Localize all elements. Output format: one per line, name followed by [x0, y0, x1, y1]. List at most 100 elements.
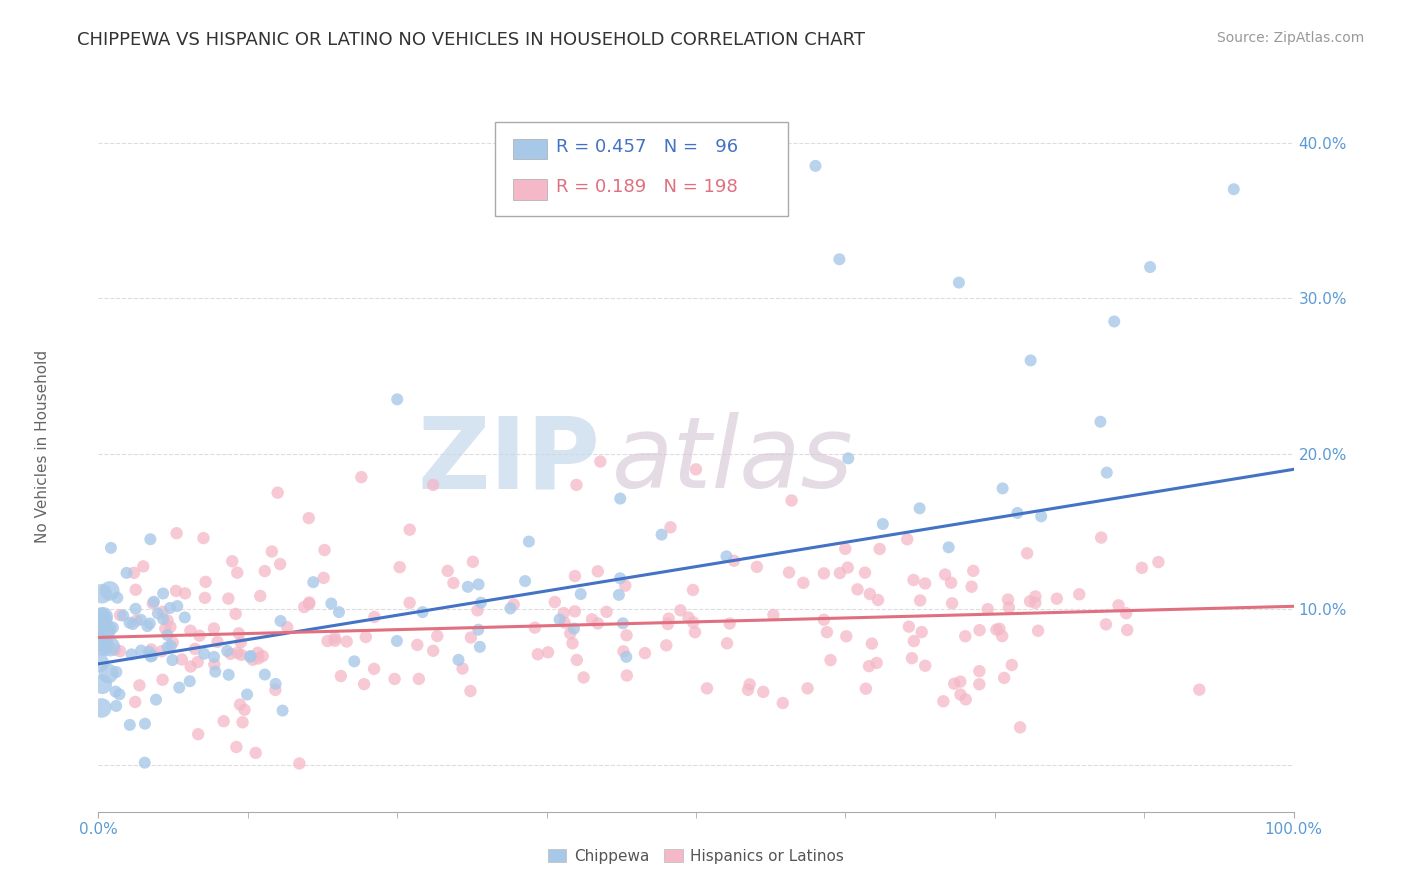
Point	[236, 688, 259, 702]
Point	[179, 624, 201, 638]
Point	[934, 567, 956, 582]
Point	[343, 654, 366, 668]
Point	[553, 606, 575, 620]
Point	[612, 644, 634, 658]
Point	[499, 601, 522, 615]
Point	[121, 648, 143, 662]
Point	[187, 727, 209, 741]
Point	[772, 696, 794, 710]
Point	[141, 648, 163, 663]
Point	[247, 651, 270, 665]
Text: R = 0.457   N =   96: R = 0.457 N = 96	[557, 138, 738, 156]
Point	[125, 614, 148, 628]
Point	[436, 564, 458, 578]
Point	[468, 640, 491, 654]
Point	[108, 644, 131, 658]
Point	[142, 596, 165, 610]
Point	[91, 587, 114, 601]
Point	[406, 638, 429, 652]
Point	[353, 677, 375, 691]
Point	[1046, 591, 1069, 606]
Point	[167, 681, 190, 695]
Point	[941, 596, 963, 610]
Point	[124, 602, 146, 616]
Point	[1019, 353, 1042, 368]
Point	[129, 643, 152, 657]
Point	[612, 616, 634, 631]
Point	[93, 636, 115, 650]
Point	[1104, 314, 1126, 328]
Point	[614, 649, 637, 664]
Point	[246, 646, 269, 660]
Point	[156, 628, 179, 642]
Point	[991, 482, 1014, 496]
Point	[134, 716, 156, 731]
Point	[159, 620, 181, 634]
Point	[174, 586, 197, 600]
Point	[460, 631, 482, 645]
Point	[718, 616, 741, 631]
Point	[467, 623, 489, 637]
Point	[908, 593, 931, 607]
Point	[146, 607, 169, 621]
Point	[125, 582, 148, 597]
Point	[165, 583, 187, 598]
Point	[385, 634, 408, 648]
Point	[939, 575, 962, 590]
Point	[467, 603, 489, 617]
Point	[150, 644, 173, 658]
Point	[564, 569, 586, 583]
Point	[616, 668, 638, 682]
Point	[314, 543, 336, 558]
Point	[180, 659, 202, 673]
Point	[194, 591, 217, 605]
Point	[828, 566, 851, 580]
Point	[229, 635, 252, 649]
Point	[658, 612, 681, 626]
Point	[408, 672, 430, 686]
Text: No Vehicles in Household: No Vehicles in Household	[35, 350, 49, 542]
Point	[949, 688, 972, 702]
Point	[589, 454, 612, 468]
Point	[835, 629, 858, 643]
Point	[152, 605, 174, 619]
Point	[997, 592, 1019, 607]
Point	[614, 579, 637, 593]
Point	[948, 276, 970, 290]
Point	[457, 580, 479, 594]
Point	[976, 602, 998, 616]
Point	[228, 626, 250, 640]
Point	[202, 622, 225, 636]
Point	[139, 616, 162, 631]
Point	[156, 614, 179, 628]
Point	[1007, 506, 1029, 520]
Point	[249, 589, 271, 603]
Text: ZIP: ZIP	[418, 412, 600, 509]
Point	[239, 648, 262, 663]
Point	[202, 649, 225, 664]
Point	[858, 659, 880, 673]
Point	[87, 656, 110, 670]
Point	[752, 685, 775, 699]
Point	[87, 618, 110, 632]
Point	[91, 613, 114, 627]
Point	[796, 681, 818, 696]
Point	[298, 597, 321, 611]
Text: R = 0.189   N = 198: R = 0.189 N = 198	[557, 178, 738, 196]
Point	[422, 644, 444, 658]
Point	[560, 626, 582, 640]
Point	[696, 681, 718, 696]
Point	[1147, 555, 1170, 569]
Point	[253, 564, 276, 578]
Point	[136, 619, 159, 633]
Point	[853, 566, 876, 580]
Point	[104, 642, 127, 657]
Point	[336, 634, 359, 648]
Point	[820, 653, 842, 667]
Point	[97, 666, 120, 681]
Point	[108, 687, 131, 701]
Point	[451, 662, 474, 676]
Point	[412, 605, 434, 619]
Point	[312, 571, 335, 585]
Point	[616, 628, 638, 642]
